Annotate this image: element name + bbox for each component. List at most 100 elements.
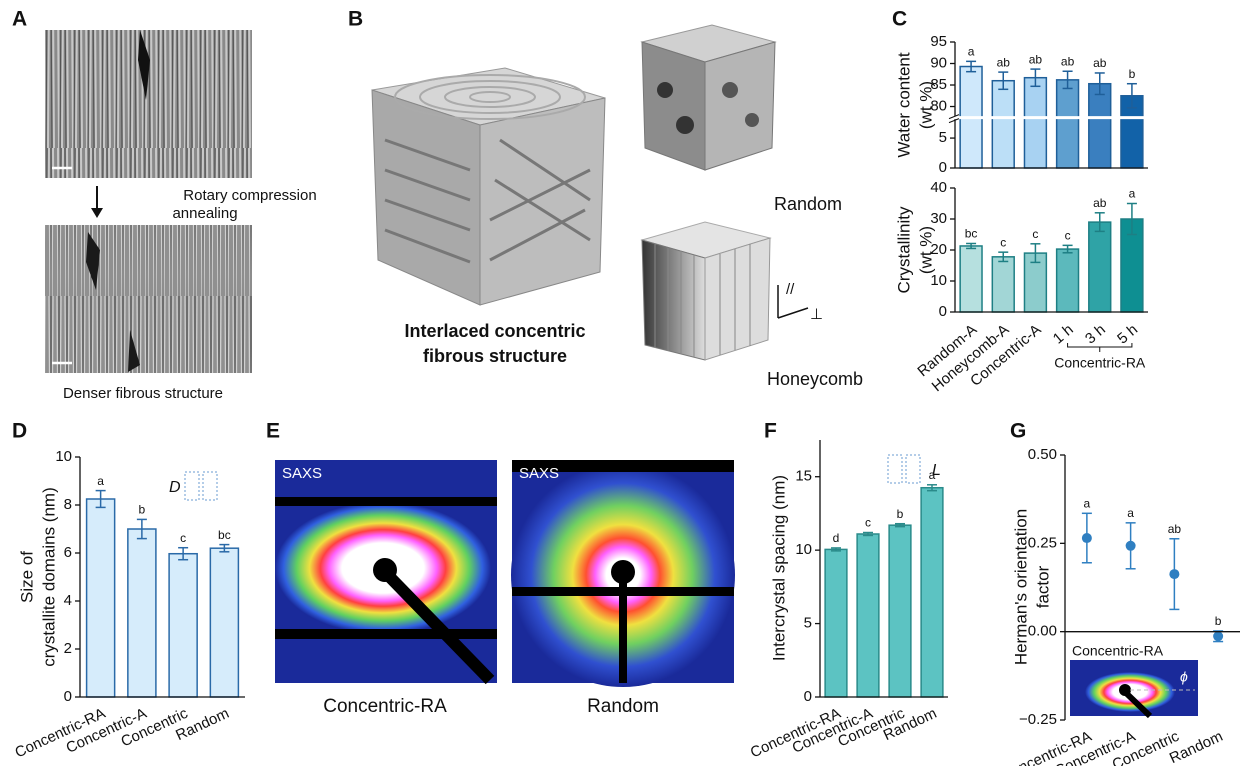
y-axis-label: factor bbox=[1033, 565, 1052, 608]
y-axis-label: Crystallinity bbox=[894, 206, 913, 293]
y-tick-label: 0 bbox=[939, 159, 947, 176]
y-tick-label: 0 bbox=[804, 688, 812, 705]
bar bbox=[960, 246, 982, 312]
inset-schematic bbox=[888, 455, 902, 483]
concentric-cube bbox=[372, 68, 605, 305]
significance-letter: b bbox=[897, 507, 904, 521]
caption: Interlaced concentric bbox=[404, 321, 585, 341]
y-tick-label: 5 bbox=[939, 129, 947, 146]
panel-label: A bbox=[12, 8, 27, 31]
inset-schematic bbox=[203, 472, 217, 500]
significance-letter: a bbox=[97, 474, 104, 488]
significance-letter: ab bbox=[1093, 56, 1107, 70]
significance-letter: c bbox=[1000, 235, 1006, 249]
significance-letter: a bbox=[1084, 496, 1091, 510]
sem-image bbox=[45, 30, 252, 178]
y-tick-label: 15 bbox=[795, 468, 812, 485]
y-tick-label: 10 bbox=[930, 272, 947, 289]
bar bbox=[992, 257, 1014, 312]
significance-letter: b bbox=[1129, 67, 1136, 81]
bar bbox=[210, 548, 238, 697]
y-tick-label: 0.50 bbox=[1028, 446, 1057, 463]
bar bbox=[992, 81, 1014, 168]
significance-letter: c bbox=[1032, 227, 1038, 241]
y-tick-label: 2 bbox=[64, 640, 72, 657]
y-tick-label: 0.00 bbox=[1028, 623, 1057, 640]
bar bbox=[857, 534, 879, 697]
significance-letter: ab bbox=[1168, 522, 1182, 536]
inset-image bbox=[1119, 684, 1131, 696]
caption: Random bbox=[774, 194, 842, 214]
significance-letter: ab bbox=[1093, 196, 1107, 210]
bar bbox=[1024, 78, 1046, 168]
caption: fibrous structure bbox=[423, 346, 567, 366]
group-label: Concentric-RA bbox=[1054, 355, 1146, 371]
significance-letter: a bbox=[1129, 187, 1136, 201]
bar bbox=[889, 525, 911, 697]
significance-letter: bc bbox=[218, 528, 231, 542]
significance-letter: d bbox=[833, 531, 840, 545]
significance-letter: b bbox=[1215, 614, 1222, 628]
bar bbox=[128, 529, 156, 697]
saxs-pattern bbox=[275, 460, 497, 683]
y-tick-label: 20 bbox=[930, 241, 947, 258]
panel-label: B bbox=[348, 8, 363, 31]
sem-image bbox=[45, 225, 252, 373]
bar bbox=[825, 549, 847, 697]
significance-letter: ab bbox=[1029, 52, 1043, 66]
inset-schematic bbox=[906, 455, 920, 483]
arrow-text: Rotary compression bbox=[183, 187, 316, 204]
axis-symbol: // bbox=[786, 281, 795, 298]
y-tick-label: 90 bbox=[930, 54, 947, 71]
y-axis-label: Herman's orientation bbox=[1011, 509, 1030, 665]
x-tick-label: 5 h bbox=[1114, 321, 1141, 347]
point bbox=[1082, 533, 1092, 543]
y-axis-label: Intercrystal spacing (nm) bbox=[769, 475, 788, 661]
point bbox=[1213, 631, 1223, 641]
significance-letter: c bbox=[865, 516, 871, 530]
x-tick-label: 1 h bbox=[1050, 321, 1077, 347]
x-tick-label: 3 h bbox=[1082, 321, 1109, 347]
point bbox=[1126, 541, 1136, 551]
saxs-tag: SAXS bbox=[519, 465, 559, 482]
y-tick-label: 5 bbox=[804, 615, 812, 632]
y-tick-label: 6 bbox=[64, 544, 72, 561]
y-tick-label: 10 bbox=[55, 448, 72, 465]
significance-letter: a bbox=[1127, 506, 1134, 520]
honeycomb-cube bbox=[642, 222, 770, 360]
arrow-head bbox=[91, 208, 103, 218]
point bbox=[1169, 569, 1179, 579]
inset-schematic bbox=[185, 472, 199, 500]
y-axis-label: crystallite domains (nm) bbox=[39, 487, 58, 667]
inset-label: Concentric-RA bbox=[1072, 643, 1164, 659]
significance-letter: c bbox=[180, 531, 186, 545]
inset-symbol: ϕ bbox=[1180, 669, 1188, 685]
bar bbox=[1057, 80, 1079, 168]
y-axis-label: Size of bbox=[17, 551, 36, 603]
panel-label: E bbox=[266, 420, 280, 443]
bar bbox=[1089, 222, 1111, 312]
caption: Random bbox=[587, 696, 659, 717]
bar bbox=[87, 499, 115, 697]
significance-letter: ab bbox=[1061, 54, 1075, 68]
saxs-tag: SAXS bbox=[282, 465, 322, 482]
y-tick-label: 4 bbox=[64, 592, 72, 609]
caption: Honeycomb bbox=[767, 369, 863, 389]
y-axis-label: Water content bbox=[894, 52, 913, 157]
panel-label: G bbox=[1010, 420, 1026, 443]
caption: Denser fibrous structure bbox=[63, 385, 223, 402]
caption: Concentric-RA bbox=[323, 696, 447, 717]
y-tick-label: 40 bbox=[930, 179, 947, 196]
y-tick-label: 0.25 bbox=[1028, 534, 1057, 551]
y-tick-label: 80 bbox=[930, 97, 947, 114]
y-tick-label: 85 bbox=[930, 76, 947, 93]
axis-symbol: ⊥ bbox=[810, 306, 823, 323]
panel-label: F bbox=[764, 420, 777, 443]
y-tick-label: 10 bbox=[795, 541, 812, 558]
inset-label: D bbox=[169, 479, 181, 496]
significance-letter: c bbox=[1065, 229, 1071, 243]
bar bbox=[1089, 84, 1111, 168]
significance-letter: b bbox=[139, 503, 146, 517]
saxs-pattern bbox=[511, 460, 735, 687]
y-tick-label: 0 bbox=[939, 303, 947, 320]
